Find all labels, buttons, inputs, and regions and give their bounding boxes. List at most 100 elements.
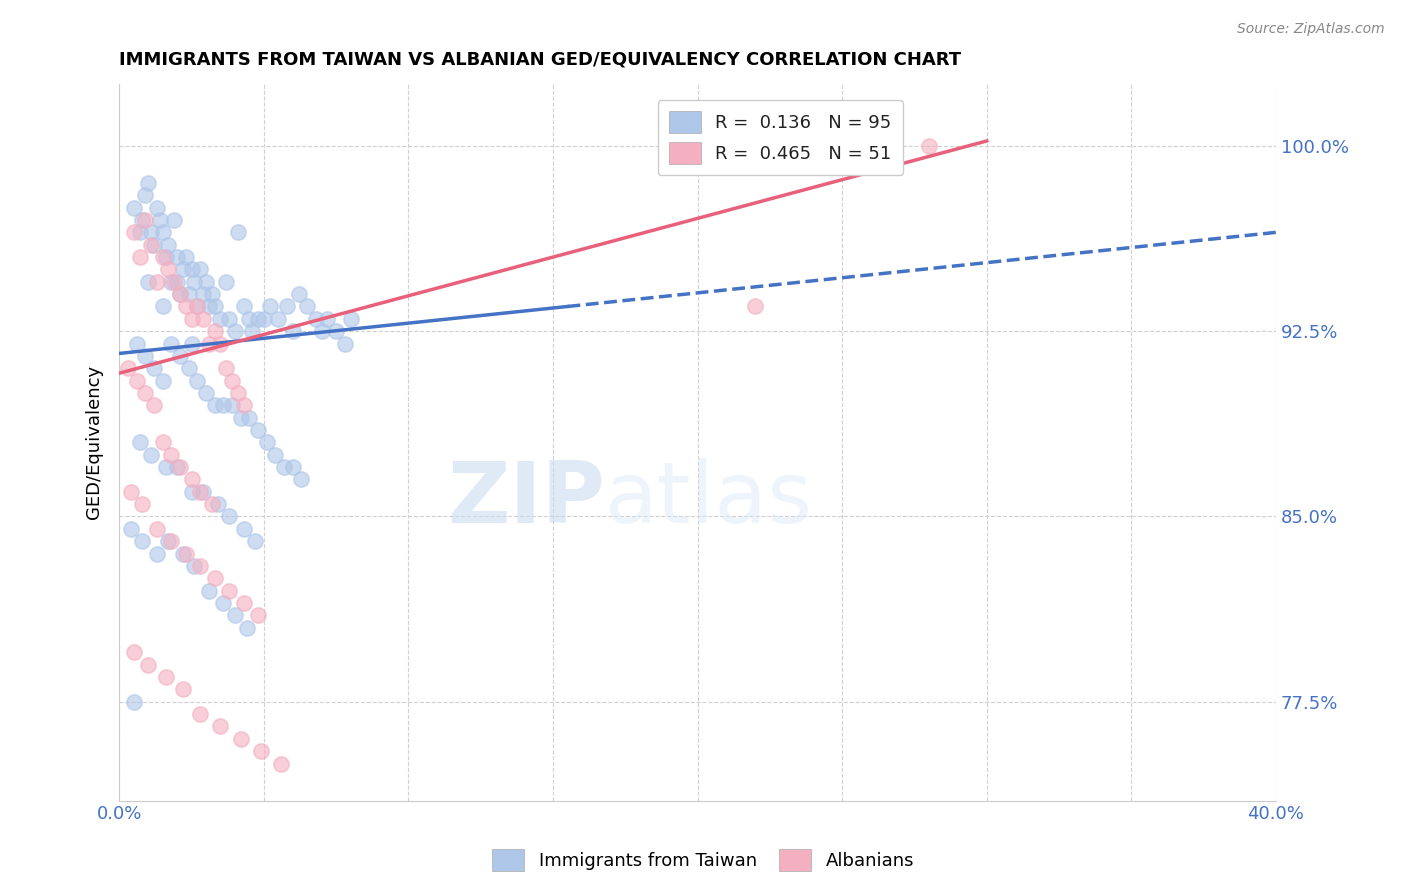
Point	[212, 398, 235, 412]
Point	[224, 608, 246, 623]
Point	[166, 275, 188, 289]
Point	[204, 300, 226, 314]
Point	[139, 225, 162, 239]
Point	[180, 336, 202, 351]
Point	[186, 374, 208, 388]
Point	[134, 349, 156, 363]
Point	[204, 324, 226, 338]
Point	[207, 497, 229, 511]
Text: ZIP: ZIP	[447, 458, 605, 541]
Point	[128, 225, 150, 239]
Point	[325, 324, 347, 338]
Point	[122, 201, 145, 215]
Point	[122, 225, 145, 239]
Point	[221, 374, 243, 388]
Point	[204, 571, 226, 585]
Point	[120, 522, 142, 536]
Point	[253, 311, 276, 326]
Point	[177, 361, 200, 376]
Point	[155, 250, 177, 264]
Point	[186, 300, 208, 314]
Point	[149, 213, 172, 227]
Point	[160, 534, 183, 549]
Point	[183, 558, 205, 573]
Point	[238, 311, 260, 326]
Point	[188, 262, 211, 277]
Point	[180, 484, 202, 499]
Point	[264, 448, 287, 462]
Point	[155, 460, 177, 475]
Point	[143, 237, 166, 252]
Point	[136, 275, 159, 289]
Point	[188, 707, 211, 722]
Point	[198, 336, 221, 351]
Point	[201, 287, 224, 301]
Point	[224, 324, 246, 338]
Point	[131, 213, 153, 227]
Point	[166, 250, 188, 264]
Point	[232, 596, 254, 610]
Point	[180, 311, 202, 326]
Point	[160, 336, 183, 351]
Point	[174, 547, 197, 561]
Point	[191, 287, 214, 301]
Point	[131, 497, 153, 511]
Point	[198, 583, 221, 598]
Point	[136, 657, 159, 672]
Point	[311, 324, 333, 338]
Point	[155, 670, 177, 684]
Point	[209, 311, 232, 326]
Point	[256, 435, 278, 450]
Point	[188, 558, 211, 573]
Point	[218, 311, 240, 326]
Point	[247, 423, 270, 437]
Point	[215, 361, 238, 376]
Point	[232, 522, 254, 536]
Text: Source: ZipAtlas.com: Source: ZipAtlas.com	[1237, 22, 1385, 37]
Point	[180, 262, 202, 277]
Point	[146, 275, 169, 289]
Point	[250, 744, 273, 758]
Point	[172, 262, 194, 277]
Point	[221, 398, 243, 412]
Point	[186, 300, 208, 314]
Point	[229, 410, 252, 425]
Point	[146, 522, 169, 536]
Point	[229, 731, 252, 746]
Point	[152, 300, 174, 314]
Point	[201, 497, 224, 511]
Point	[243, 534, 266, 549]
Point	[157, 534, 180, 549]
Point	[238, 410, 260, 425]
Point	[297, 300, 319, 314]
Point	[122, 645, 145, 659]
Point	[174, 300, 197, 314]
Point	[218, 583, 240, 598]
Point	[247, 311, 270, 326]
Point	[131, 534, 153, 549]
Point	[174, 250, 197, 264]
Point	[143, 361, 166, 376]
Point	[146, 547, 169, 561]
Point	[287, 287, 309, 301]
Point	[125, 374, 148, 388]
Point	[209, 336, 232, 351]
Point	[212, 596, 235, 610]
Point	[232, 398, 254, 412]
Point	[281, 460, 304, 475]
Legend: Immigrants from Taiwan, Albanians: Immigrants from Taiwan, Albanians	[485, 842, 921, 879]
Point	[160, 275, 183, 289]
Y-axis label: GED/Equivalency: GED/Equivalency	[86, 366, 103, 519]
Point	[120, 484, 142, 499]
Point	[744, 300, 766, 314]
Point	[152, 374, 174, 388]
Point	[273, 460, 295, 475]
Point	[276, 300, 298, 314]
Point	[169, 460, 191, 475]
Point	[333, 336, 356, 351]
Point	[204, 398, 226, 412]
Point	[117, 361, 139, 376]
Point	[136, 176, 159, 190]
Point	[183, 275, 205, 289]
Point	[339, 311, 361, 326]
